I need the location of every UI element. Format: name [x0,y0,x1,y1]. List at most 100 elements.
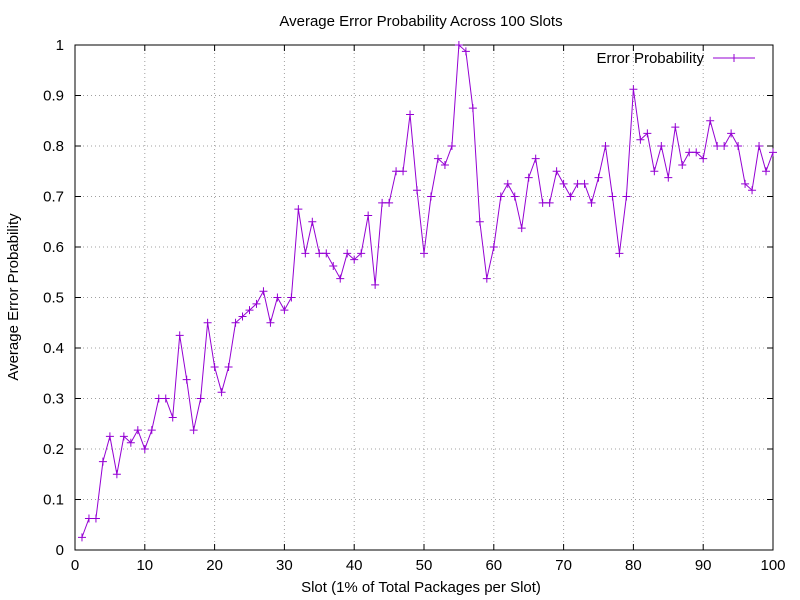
x-tick-label: 100 [760,557,785,574]
y-tick-label: 0.7 [43,189,64,206]
data-point [406,110,415,119]
data-point [392,167,401,176]
y-tick-label: 0.3 [43,391,64,408]
data-point [126,438,135,447]
data-point [727,129,736,138]
x-tick-label: 20 [206,557,223,574]
data-point [140,445,149,453]
data-point [692,148,701,157]
data-point [713,142,722,150]
series-layer [77,41,777,542]
data-point [517,224,526,233]
legend: Error Probability [596,50,755,67]
x-tick-label: 10 [136,557,153,574]
data-point [755,142,764,150]
data-point [294,205,303,214]
data-point [461,47,470,56]
data-point [280,306,289,315]
data-point [601,142,610,150]
x-tick-label: 60 [485,557,502,574]
data-point [608,192,617,201]
data-point [615,249,624,258]
y-tick-label: 0.5 [43,290,64,307]
data-point [112,470,121,479]
data-point [552,167,561,176]
y-tick-label: 0.4 [43,340,64,357]
data-point [91,514,100,523]
data-point [734,142,743,150]
data-point [475,217,484,226]
data-point [420,249,428,258]
data-point [364,211,373,220]
data-point [664,173,673,182]
data-point [182,375,191,384]
data-point [308,217,317,226]
data-point [482,274,491,283]
data-point [433,154,442,163]
data-point [399,167,408,176]
data-point [559,179,568,188]
data-point [440,160,449,169]
data-point [329,261,338,270]
x-tick-label: 80 [625,557,642,574]
data-point [336,274,345,283]
data-point [748,186,757,195]
y-tick-label: 0.1 [43,492,64,509]
x-axis-label: Slot (1% of Total Packages per Slot) [301,579,541,596]
data-point [133,426,142,435]
data-point [371,280,380,289]
data-point [105,432,114,441]
data-point [175,331,184,340]
data-point [266,318,275,327]
data-point [496,192,505,201]
data-point [154,394,163,403]
data-point [720,142,729,150]
data-point [231,318,240,327]
axes-layer: 0 10 20 30 40 50 60 70 80 90 100 0 0.1 0.2 0.3 0.4 0.5 0.… [43,37,785,574]
data-point [538,198,547,207]
data-point [573,179,582,188]
grid-layer [75,45,773,550]
data-point [468,104,477,113]
data-point [580,179,589,188]
x-tick-label: 70 [555,557,572,574]
data-point [189,426,198,435]
legend-point-swatch [730,54,738,62]
data-point [238,312,247,321]
data-point [357,249,366,258]
x-tick-label: 0 [71,557,79,574]
data-point [322,249,331,258]
data-point [510,192,519,201]
y-tick-label: 0.2 [43,441,64,458]
data-point [636,135,645,144]
data-point [196,394,205,403]
data-point [252,299,261,308]
data-point [98,457,107,466]
data-point [210,362,219,371]
y-tick-label: 0.6 [43,239,64,256]
data-point [685,148,694,157]
y-tick-label: 0.9 [43,88,64,105]
data-point [594,173,603,182]
data-point [622,192,631,201]
data-point [657,142,666,150]
data-point [650,167,659,176]
data-point [678,160,687,169]
data-point [161,394,170,403]
data-point [217,388,226,397]
data-point [587,198,596,207]
data-point [413,186,422,195]
x-tick-label: 40 [346,557,363,574]
y-axis-label: Average Error Probability [5,213,22,381]
data-point [273,293,282,302]
data-point [245,306,254,315]
data-point [671,123,680,132]
data-point [566,192,575,201]
series-line [81,43,774,538]
data-point [426,192,435,201]
y-tick-label: 1 [56,37,64,54]
data-point [287,293,296,302]
data-point [545,198,554,207]
